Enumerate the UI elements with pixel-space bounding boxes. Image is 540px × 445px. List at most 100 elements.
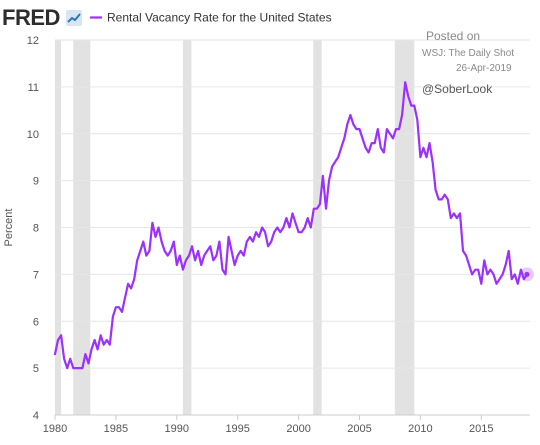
data-point[interactable] bbox=[322, 175, 324, 177]
data-point[interactable] bbox=[501, 273, 503, 275]
last-point-marker[interactable] bbox=[524, 271, 530, 277]
data-point[interactable] bbox=[261, 226, 263, 228]
data-point[interactable] bbox=[504, 264, 506, 266]
data-point[interactable] bbox=[93, 339, 95, 341]
data-point[interactable] bbox=[115, 306, 117, 308]
data-point[interactable] bbox=[191, 245, 193, 247]
data-point[interactable] bbox=[480, 283, 482, 285]
data-point[interactable] bbox=[517, 283, 519, 285]
data-point[interactable] bbox=[106, 339, 108, 341]
data-point[interactable] bbox=[221, 268, 223, 270]
data-point[interactable] bbox=[179, 254, 181, 256]
data-point[interactable] bbox=[313, 208, 315, 210]
data-point[interactable] bbox=[218, 240, 220, 242]
data-point[interactable] bbox=[471, 273, 473, 275]
data-point[interactable] bbox=[514, 273, 516, 275]
data-point[interactable] bbox=[367, 151, 369, 153]
data-point[interactable] bbox=[459, 212, 461, 214]
data-point[interactable] bbox=[99, 334, 101, 336]
data-point[interactable] bbox=[395, 128, 397, 130]
data-point[interactable] bbox=[444, 193, 446, 195]
data-point[interactable] bbox=[124, 297, 126, 299]
data-point[interactable] bbox=[404, 81, 406, 83]
data-point[interactable] bbox=[206, 250, 208, 252]
data-point[interactable] bbox=[54, 353, 56, 355]
data-point[interactable] bbox=[103, 343, 105, 345]
data-point[interactable] bbox=[389, 133, 391, 135]
data-point[interactable] bbox=[383, 151, 385, 153]
data-point[interactable] bbox=[81, 367, 83, 369]
data-point[interactable] bbox=[340, 147, 342, 149]
data-point[interactable] bbox=[334, 161, 336, 163]
data-point[interactable] bbox=[450, 217, 452, 219]
data-point[interactable] bbox=[465, 254, 467, 256]
data-point[interactable] bbox=[483, 259, 485, 261]
data-point[interactable] bbox=[230, 250, 232, 252]
data-point[interactable] bbox=[413, 104, 415, 106]
data-point[interactable] bbox=[358, 128, 360, 130]
data-point[interactable] bbox=[188, 254, 190, 256]
data-point[interactable] bbox=[319, 203, 321, 205]
data-point[interactable] bbox=[492, 273, 494, 275]
data-point[interactable] bbox=[419, 156, 421, 158]
data-point[interactable] bbox=[297, 231, 299, 233]
legend-label[interactable]: Rental Vacancy Rate for the United State… bbox=[107, 11, 332, 25]
data-point[interactable] bbox=[215, 254, 217, 256]
data-point[interactable] bbox=[264, 231, 266, 233]
data-point[interactable] bbox=[78, 367, 80, 369]
data-point[interactable] bbox=[148, 250, 150, 252]
data-point[interactable] bbox=[258, 236, 260, 238]
data-point[interactable] bbox=[249, 236, 251, 238]
data-point[interactable] bbox=[349, 114, 351, 116]
data-point[interactable] bbox=[370, 142, 372, 144]
data-point[interactable] bbox=[331, 165, 333, 167]
data-point[interactable] bbox=[440, 198, 442, 200]
data-point[interactable] bbox=[160, 240, 162, 242]
data-point[interactable] bbox=[456, 217, 458, 219]
data-point[interactable] bbox=[477, 268, 479, 270]
data-point[interactable] bbox=[355, 128, 357, 130]
data-point[interactable] bbox=[468, 264, 470, 266]
data-point[interactable] bbox=[118, 306, 120, 308]
data-point[interactable] bbox=[416, 118, 418, 120]
data-point[interactable] bbox=[294, 222, 296, 224]
data-point[interactable] bbox=[182, 268, 184, 270]
data-point[interactable] bbox=[227, 236, 229, 238]
data-point[interactable] bbox=[203, 254, 205, 256]
data-point[interactable] bbox=[364, 147, 366, 149]
data-point[interactable] bbox=[157, 226, 159, 228]
data-point[interactable] bbox=[428, 142, 430, 144]
data-point[interactable] bbox=[142, 240, 144, 242]
data-point[interactable] bbox=[224, 273, 226, 275]
data-point[interactable] bbox=[121, 311, 123, 313]
data-point[interactable] bbox=[252, 240, 254, 242]
data-point[interactable] bbox=[151, 222, 153, 224]
data-point[interactable] bbox=[273, 231, 275, 233]
data-point[interactable] bbox=[291, 212, 293, 214]
data-point[interactable] bbox=[474, 268, 476, 270]
data-point[interactable] bbox=[422, 147, 424, 149]
data-point[interactable] bbox=[425, 156, 427, 158]
data-point[interactable] bbox=[410, 104, 412, 106]
data-point[interactable] bbox=[346, 123, 348, 125]
data-point[interactable] bbox=[136, 259, 138, 261]
data-point[interactable] bbox=[57, 339, 59, 341]
data-point[interactable] bbox=[170, 250, 172, 252]
data-point[interactable] bbox=[328, 179, 330, 181]
data-point[interactable] bbox=[462, 250, 464, 252]
data-point[interactable] bbox=[285, 217, 287, 219]
data-point[interactable] bbox=[200, 264, 202, 266]
data-point[interactable] bbox=[270, 240, 272, 242]
data-point[interactable] bbox=[361, 137, 363, 139]
data-point[interactable] bbox=[139, 250, 141, 252]
data-point[interactable] bbox=[130, 287, 132, 289]
data-point[interactable] bbox=[447, 198, 449, 200]
data-point[interactable] bbox=[194, 259, 196, 261]
data-point[interactable] bbox=[316, 208, 318, 210]
data-point[interactable] bbox=[434, 189, 436, 191]
data-point[interactable] bbox=[267, 245, 269, 247]
data-point[interactable] bbox=[243, 254, 245, 256]
data-point[interactable] bbox=[495, 283, 497, 285]
data-point[interactable] bbox=[352, 123, 354, 125]
data-point[interactable] bbox=[498, 278, 500, 280]
